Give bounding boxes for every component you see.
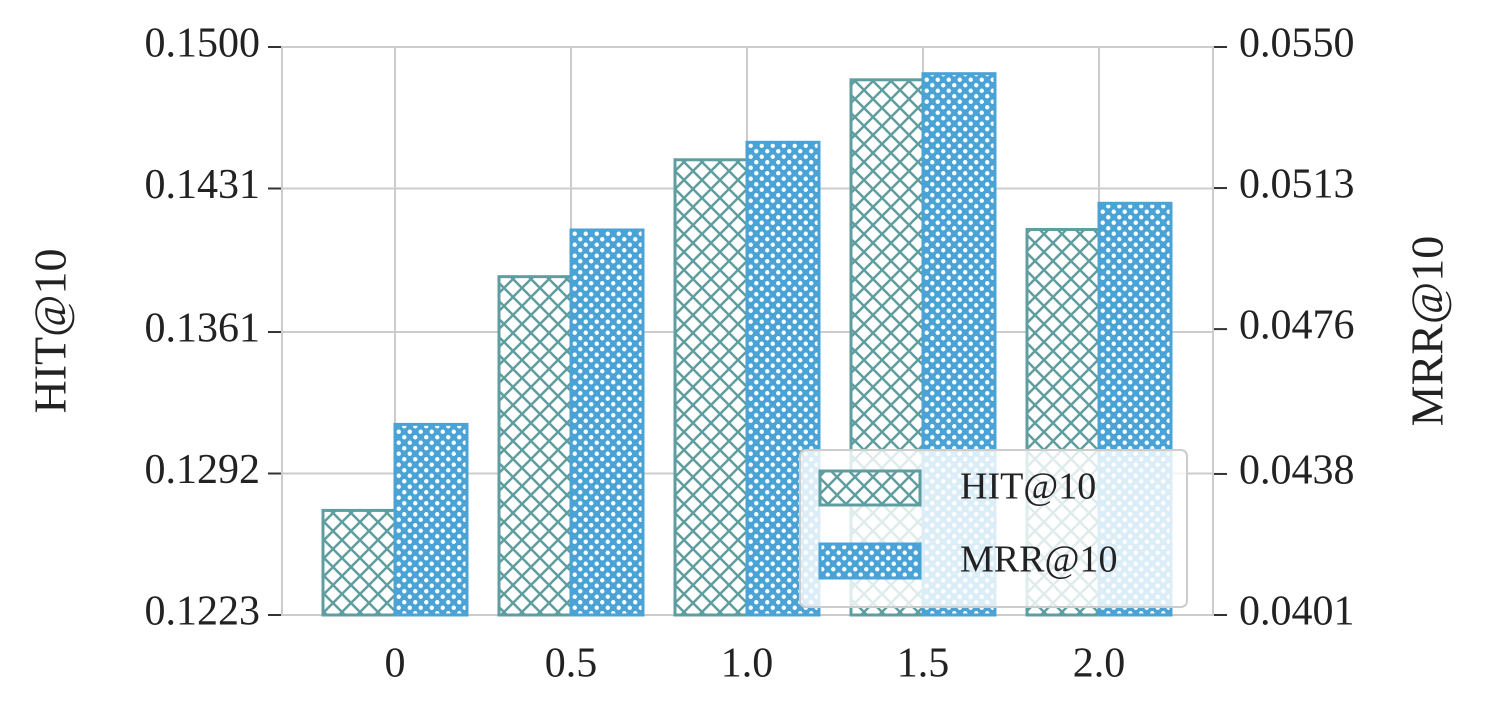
y2-axis-title: MRR@10 <box>1402 236 1453 427</box>
y2-tick-label: 0.0513 <box>1239 162 1355 208</box>
bar <box>569 228 645 617</box>
y-axis-title: HIT@10 <box>25 249 76 414</box>
y-tick-label: 0.1223 <box>145 589 261 635</box>
x-tick-label: 0 <box>385 641 406 687</box>
x-tick-label: 2.0 <box>1073 641 1126 687</box>
bar <box>393 422 469 617</box>
x-tick-label: 1.5 <box>897 641 950 687</box>
legend-label: HIT@10 <box>960 466 1096 508</box>
legend: HIT@10 MRR@10 <box>799 449 1188 608</box>
y-tick-label: 0.1361 <box>145 306 261 352</box>
y-tick-label: 0.1292 <box>145 447 261 493</box>
y-tick-label: 0.1500 <box>145 21 261 67</box>
legend-label: MRR@10 <box>960 539 1117 581</box>
y-tick-label: 0.1431 <box>145 162 261 208</box>
y2-tick-label: 0.0401 <box>1239 589 1355 635</box>
y2-tick-label: 0.0476 <box>1239 303 1355 349</box>
y2-tick-label: 0.0550 <box>1239 21 1355 67</box>
x-tick-label: 1.0 <box>721 641 774 687</box>
bar <box>321 508 397 617</box>
bar <box>497 275 573 617</box>
legend-swatch <box>818 542 922 580</box>
x-tick-label: 0.5 <box>545 641 598 687</box>
y2-tick-label: 0.0438 <box>1239 448 1355 494</box>
bar <box>673 158 749 617</box>
legend-swatch <box>818 469 922 507</box>
